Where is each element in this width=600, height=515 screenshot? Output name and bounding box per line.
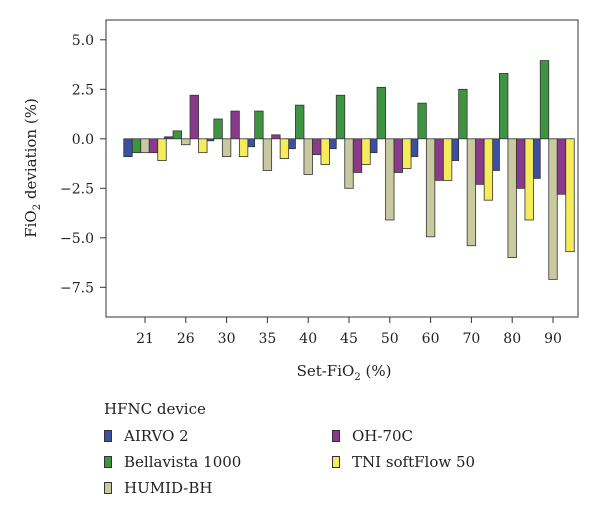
y-tick-label: −2.5: [60, 181, 94, 197]
x-tick-label: 70: [462, 331, 480, 347]
y-axis-title: FiO2 deviation (%): [22, 98, 43, 238]
bar-oh-70c-40: [312, 138, 322, 156]
bar-humid-bh-60: [425, 138, 436, 238]
legend-item-tni-softflow-50: TNI softFlow 50: [332, 452, 475, 472]
legend-item-humid-bh: HUMID-BH: [104, 478, 212, 498]
y-tick-label: 5.0: [72, 33, 94, 49]
legend-swatch: [104, 482, 112, 494]
bar-tni-softflow-50-80: [524, 138, 534, 221]
bar-oh-70c-45: [352, 138, 363, 173]
x-tick-label: 21: [136, 331, 154, 347]
x-tick-label: 90: [544, 331, 562, 347]
bar-bellavista-1000-40: [295, 104, 305, 140]
y-axis: 5.0 2.5 0.0 −2.5 −5.0 −7.5: [60, 33, 106, 296]
x-tick-label: 80: [503, 331, 521, 347]
bar-bellavista-1000-35: [254, 110, 264, 140]
bar-humid-bh-50: [385, 138, 395, 221]
x-axis: 21 26 30 35 40 45 50 60 70 80 90: [136, 317, 562, 347]
bar-bellavista-1000-50: [376, 86, 386, 140]
bar-humid-bh-80: [507, 138, 517, 259]
x-tick-label: 26: [177, 331, 195, 347]
legend-label: AIRVO 2: [124, 427, 189, 445]
x-tick-label: 40: [299, 331, 317, 347]
bar-bellavista-1000-60: [417, 102, 427, 140]
bar-oh-70c-60: [434, 138, 444, 181]
bar-oh-70c-90: [556, 138, 567, 195]
legend-swatch: [332, 456, 340, 468]
bar-tni-softflow-50-26: [198, 138, 208, 154]
bar-humid-bh-45: [344, 138, 354, 189]
y-tick-label: −5.0: [60, 231, 94, 247]
bar-tni-softflow-50-40: [320, 138, 330, 165]
legend-item-oh-70c: OH-70C: [332, 426, 413, 446]
legend: HFNC device AIRVO 2 Bellavista 1000 HUMID-…: [104, 398, 524, 508]
bar-humid-bh-21: [140, 138, 150, 154]
bar-bellavista-1000-80: [499, 73, 509, 140]
legend-label: OH-70C: [352, 427, 414, 445]
x-tick-label: 45: [340, 331, 358, 347]
legend-label: Bellavista 1000: [124, 453, 242, 471]
legend-title: HFNC device: [104, 400, 206, 418]
legend-item-airvo-2: AIRVO 2: [104, 426, 189, 446]
legend-swatch: [332, 430, 340, 442]
bar-oh-70c-21: [148, 138, 159, 154]
bar-tni-softflow-50-45: [361, 138, 371, 165]
bar-tni-softflow-50-50: [402, 138, 412, 169]
bar-tni-softflow-50-60: [442, 138, 453, 181]
bar-bellavista-1000-21: [131, 138, 142, 154]
x-tick-label: 60: [422, 331, 440, 347]
bar-oh-70c-50: [393, 138, 403, 173]
x-axis-title: Set-FiO2 (%): [297, 362, 392, 383]
bar-humid-bh-26: [181, 138, 191, 146]
bar-humid-bh-70: [466, 138, 477, 247]
bar-humid-bh-40: [303, 138, 313, 175]
x-tick-label: 35: [258, 331, 276, 347]
legend-label: HUMID-BH: [124, 479, 213, 497]
bar-tni-softflow-50-35: [279, 138, 290, 160]
y-tick-label: 2.5: [72, 82, 94, 98]
x-tick-label: 30: [218, 331, 236, 347]
bar-humid-bh-90: [548, 138, 558, 280]
y-tick-label: 0.0: [72, 132, 94, 148]
bars-group: [123, 60, 575, 280]
bar-bellavista-1000-90: [539, 60, 550, 140]
bar-humid-bh-35: [262, 138, 273, 171]
legend-item-bellavista-1000: Bellavista 1000: [104, 452, 241, 472]
bar-oh-70c-80: [516, 138, 526, 189]
legend-swatch: [104, 430, 112, 442]
bar-tni-softflow-50-90: [565, 138, 575, 253]
bar-tni-softflow-50-70: [483, 138, 494, 201]
y-tick-label: −7.5: [60, 280, 94, 296]
legend-label: TNI softFlow 50: [352, 453, 476, 471]
bar-oh-70c-35: [271, 134, 281, 140]
bar-oh-70c-70: [475, 138, 485, 185]
bar-oh-70c-30: [230, 110, 240, 140]
bar-tni-softflow-50-21: [157, 138, 167, 161]
bar-tni-softflow-50-30: [238, 138, 249, 158]
bar-bellavista-1000-70: [458, 88, 468, 140]
bar-oh-70c-26: [189, 94, 199, 140]
bar-bellavista-1000-30: [213, 118, 223, 140]
plot-frame: [105, 19, 579, 318]
x-tick-label: 50: [381, 331, 399, 347]
bar-bellavista-1000-26: [172, 130, 182, 140]
legend-swatch: [104, 456, 112, 468]
bar-humid-bh-30: [221, 138, 232, 158]
bar-airvo-2-21: [123, 138, 133, 158]
bar-bellavista-1000-45: [335, 94, 346, 140]
